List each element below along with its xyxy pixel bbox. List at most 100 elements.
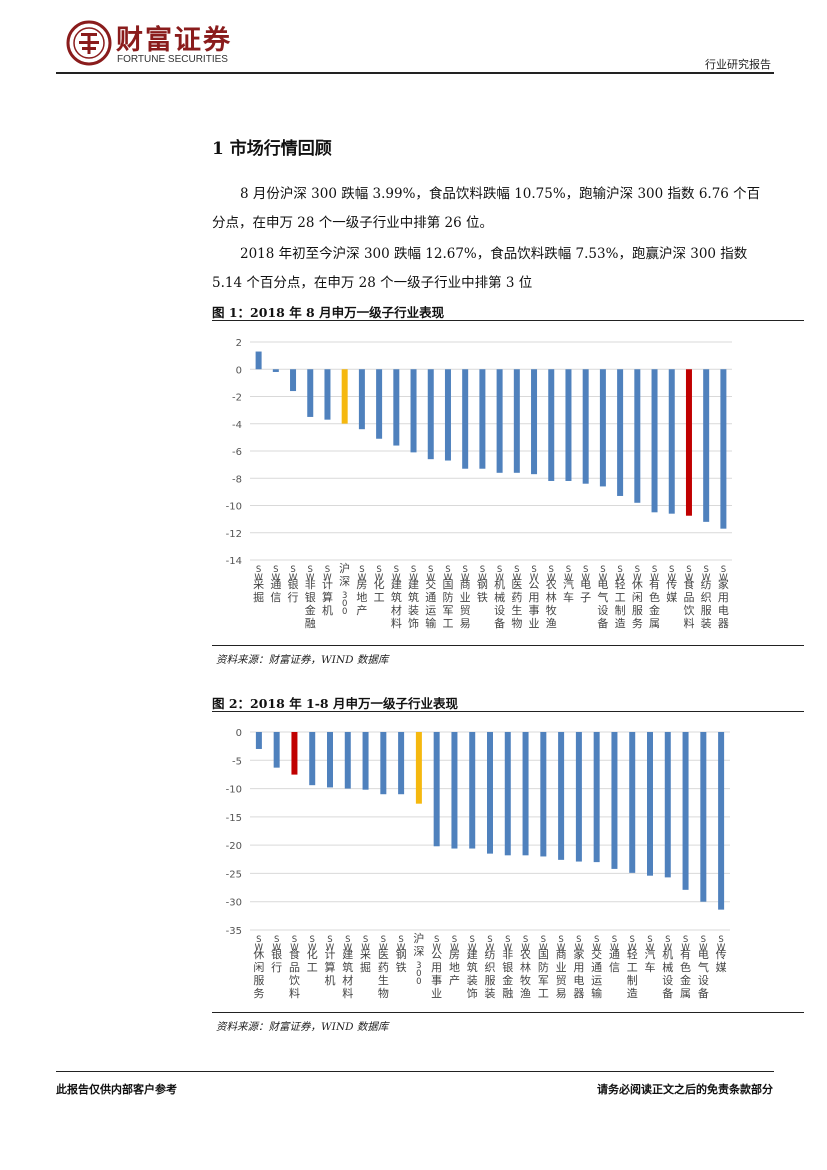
- svg-text:金: 金: [680, 973, 691, 987]
- svg-text:设: 设: [597, 604, 608, 617]
- svg-text:S: S: [376, 565, 381, 575]
- bar-25: [668, 369, 675, 514]
- bar-26: [685, 369, 692, 516]
- svg-text:贸: 贸: [460, 604, 471, 617]
- svg-text:机: 机: [494, 577, 505, 591]
- svg-text:工: 工: [442, 617, 453, 630]
- bar-24: [664, 732, 671, 878]
- svg-text:W: W: [646, 943, 655, 953]
- svg-text:W: W: [461, 573, 470, 583]
- svg-text:饮: 饮: [683, 604, 694, 617]
- svg-text:W: W: [557, 943, 566, 953]
- svg-text:物: 物: [378, 986, 389, 1000]
- svg-text:S: S: [452, 935, 457, 945]
- svg-text:建: 建: [391, 577, 402, 591]
- svg-text:饮: 饮: [289, 974, 300, 987]
- svg-text:W: W: [539, 943, 548, 953]
- svg-text:产: 产: [356, 603, 367, 617]
- svg-text:金: 金: [649, 603, 660, 617]
- svg-text:S: S: [359, 565, 364, 575]
- svg-text:W: W: [650, 573, 659, 583]
- y-tick-label: -25: [226, 869, 242, 880]
- svg-text:W: W: [664, 943, 673, 953]
- svg-text:S: S: [600, 565, 605, 575]
- svg-text:W: W: [681, 943, 690, 953]
- svg-text:闲: 闲: [253, 960, 264, 974]
- svg-text:农: 农: [520, 947, 531, 961]
- svg-text:食: 食: [683, 577, 694, 591]
- svg-text:闲: 闲: [632, 590, 643, 604]
- svg-text:休: 休: [632, 578, 643, 591]
- svg-text:S: S: [514, 565, 519, 575]
- svg-text:交: 交: [425, 577, 436, 591]
- figure-2-top-rule: [212, 711, 804, 712]
- svg-text:深: 深: [413, 945, 424, 958]
- svg-text:商: 商: [556, 947, 567, 961]
- svg-text:S: S: [669, 565, 674, 575]
- svg-text:W: W: [668, 573, 677, 583]
- svg-text:S: S: [310, 935, 315, 945]
- svg-text:S: S: [256, 565, 261, 575]
- svg-text:W: W: [326, 943, 335, 953]
- svg-text:W: W: [272, 573, 281, 583]
- svg-text:3: 3: [416, 961, 421, 971]
- figure-1-source: 资料来源：财富证券，WIND 数据库: [216, 654, 389, 666]
- svg-text:业: 业: [529, 617, 540, 630]
- svg-text:输: 输: [425, 616, 436, 630]
- bar-24: [651, 369, 658, 513]
- svg-text:电: 电: [573, 974, 584, 987]
- svg-text:渔: 渔: [546, 617, 557, 630]
- svg-text:交: 交: [591, 947, 602, 961]
- bar-25: [682, 732, 689, 890]
- y-tick-label: -4: [232, 420, 242, 431]
- svg-text:W: W: [521, 943, 530, 953]
- svg-text:W: W: [478, 573, 487, 583]
- svg-text:地: 地: [356, 591, 367, 604]
- bar-2: [273, 732, 280, 768]
- y-tick-label: -8: [232, 474, 242, 485]
- svg-text:属: 属: [680, 987, 691, 1000]
- y-tick-label: -10: [226, 785, 242, 796]
- svg-text:S: S: [345, 935, 350, 945]
- svg-text:生: 生: [511, 603, 522, 617]
- svg-text:食: 食: [289, 947, 300, 961]
- svg-text:钢: 钢: [396, 948, 407, 961]
- svg-text:W: W: [255, 943, 264, 953]
- bar-11: [433, 732, 440, 847]
- svg-text:S: S: [635, 565, 640, 575]
- svg-text:W: W: [513, 573, 522, 583]
- bar-4: [307, 369, 314, 417]
- svg-text:械: 械: [494, 590, 505, 604]
- svg-text:服: 服: [701, 604, 712, 617]
- svg-text:融: 融: [305, 617, 316, 630]
- bar-12: [451, 732, 458, 849]
- svg-text:车: 车: [563, 590, 574, 604]
- svg-text:运: 运: [425, 604, 436, 617]
- figure-1-chart: 20-2-4-6-8-10-12-14SW采掘SW通信SW银行SW非银金融SW计…: [226, 338, 732, 630]
- svg-text:W: W: [592, 943, 601, 953]
- bar-14: [479, 369, 486, 469]
- svg-text:W: W: [575, 943, 584, 953]
- svg-text:渔: 渔: [520, 987, 531, 1000]
- svg-text:S: S: [434, 935, 439, 945]
- svg-text:S: S: [718, 935, 723, 945]
- bar-23: [634, 369, 641, 503]
- svg-text:军: 军: [442, 604, 453, 617]
- bar-27: [718, 732, 725, 910]
- bar-9: [393, 369, 400, 446]
- bar-3: [290, 369, 297, 392]
- svg-text:S: S: [566, 565, 571, 575]
- svg-text:S: S: [394, 565, 399, 575]
